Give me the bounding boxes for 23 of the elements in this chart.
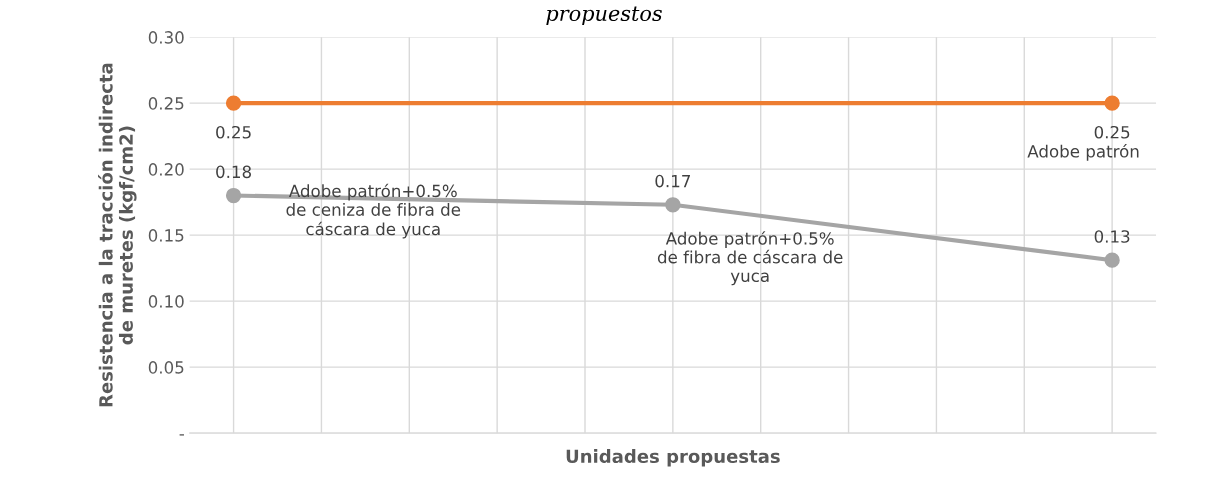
y-tick-label: 0.05 xyxy=(148,361,184,374)
point xyxy=(665,197,681,213)
data-label: 0.25 xyxy=(1094,125,1130,139)
chart-title: propuestos xyxy=(546,6,662,26)
point xyxy=(1104,252,1120,268)
data-label: 0.25 xyxy=(216,125,251,139)
data-label: 0.18 xyxy=(216,165,251,179)
y-axis-title: Resistencia a la tracción indirecta de muretes (kgf/cm2) xyxy=(98,63,137,407)
y-tick-label: 0.20 xyxy=(148,163,184,176)
y-tick-label: 0.30 xyxy=(148,31,184,44)
annotation: Adobe patrón+0.5% de ceniza de fibra de cáscara de yuca xyxy=(286,183,461,239)
point xyxy=(225,187,242,204)
y-tick-label: 0.10 xyxy=(148,295,184,308)
data-label: 0.17 xyxy=(655,174,690,188)
y-tick-label: 0.15 xyxy=(148,229,184,242)
data-label: 0.13 xyxy=(1094,230,1130,243)
annotation: Adobe patrón xyxy=(1027,144,1139,161)
y-tick-label: - xyxy=(179,434,184,436)
y-tick-label: 0.25 xyxy=(148,97,184,110)
point xyxy=(225,95,242,111)
point xyxy=(1104,95,1120,111)
annotation: Adobe patrón+0.5% de fibra de cáscara de yuca xyxy=(657,231,843,286)
x-axis-title: Unidades propuestas xyxy=(566,449,780,467)
